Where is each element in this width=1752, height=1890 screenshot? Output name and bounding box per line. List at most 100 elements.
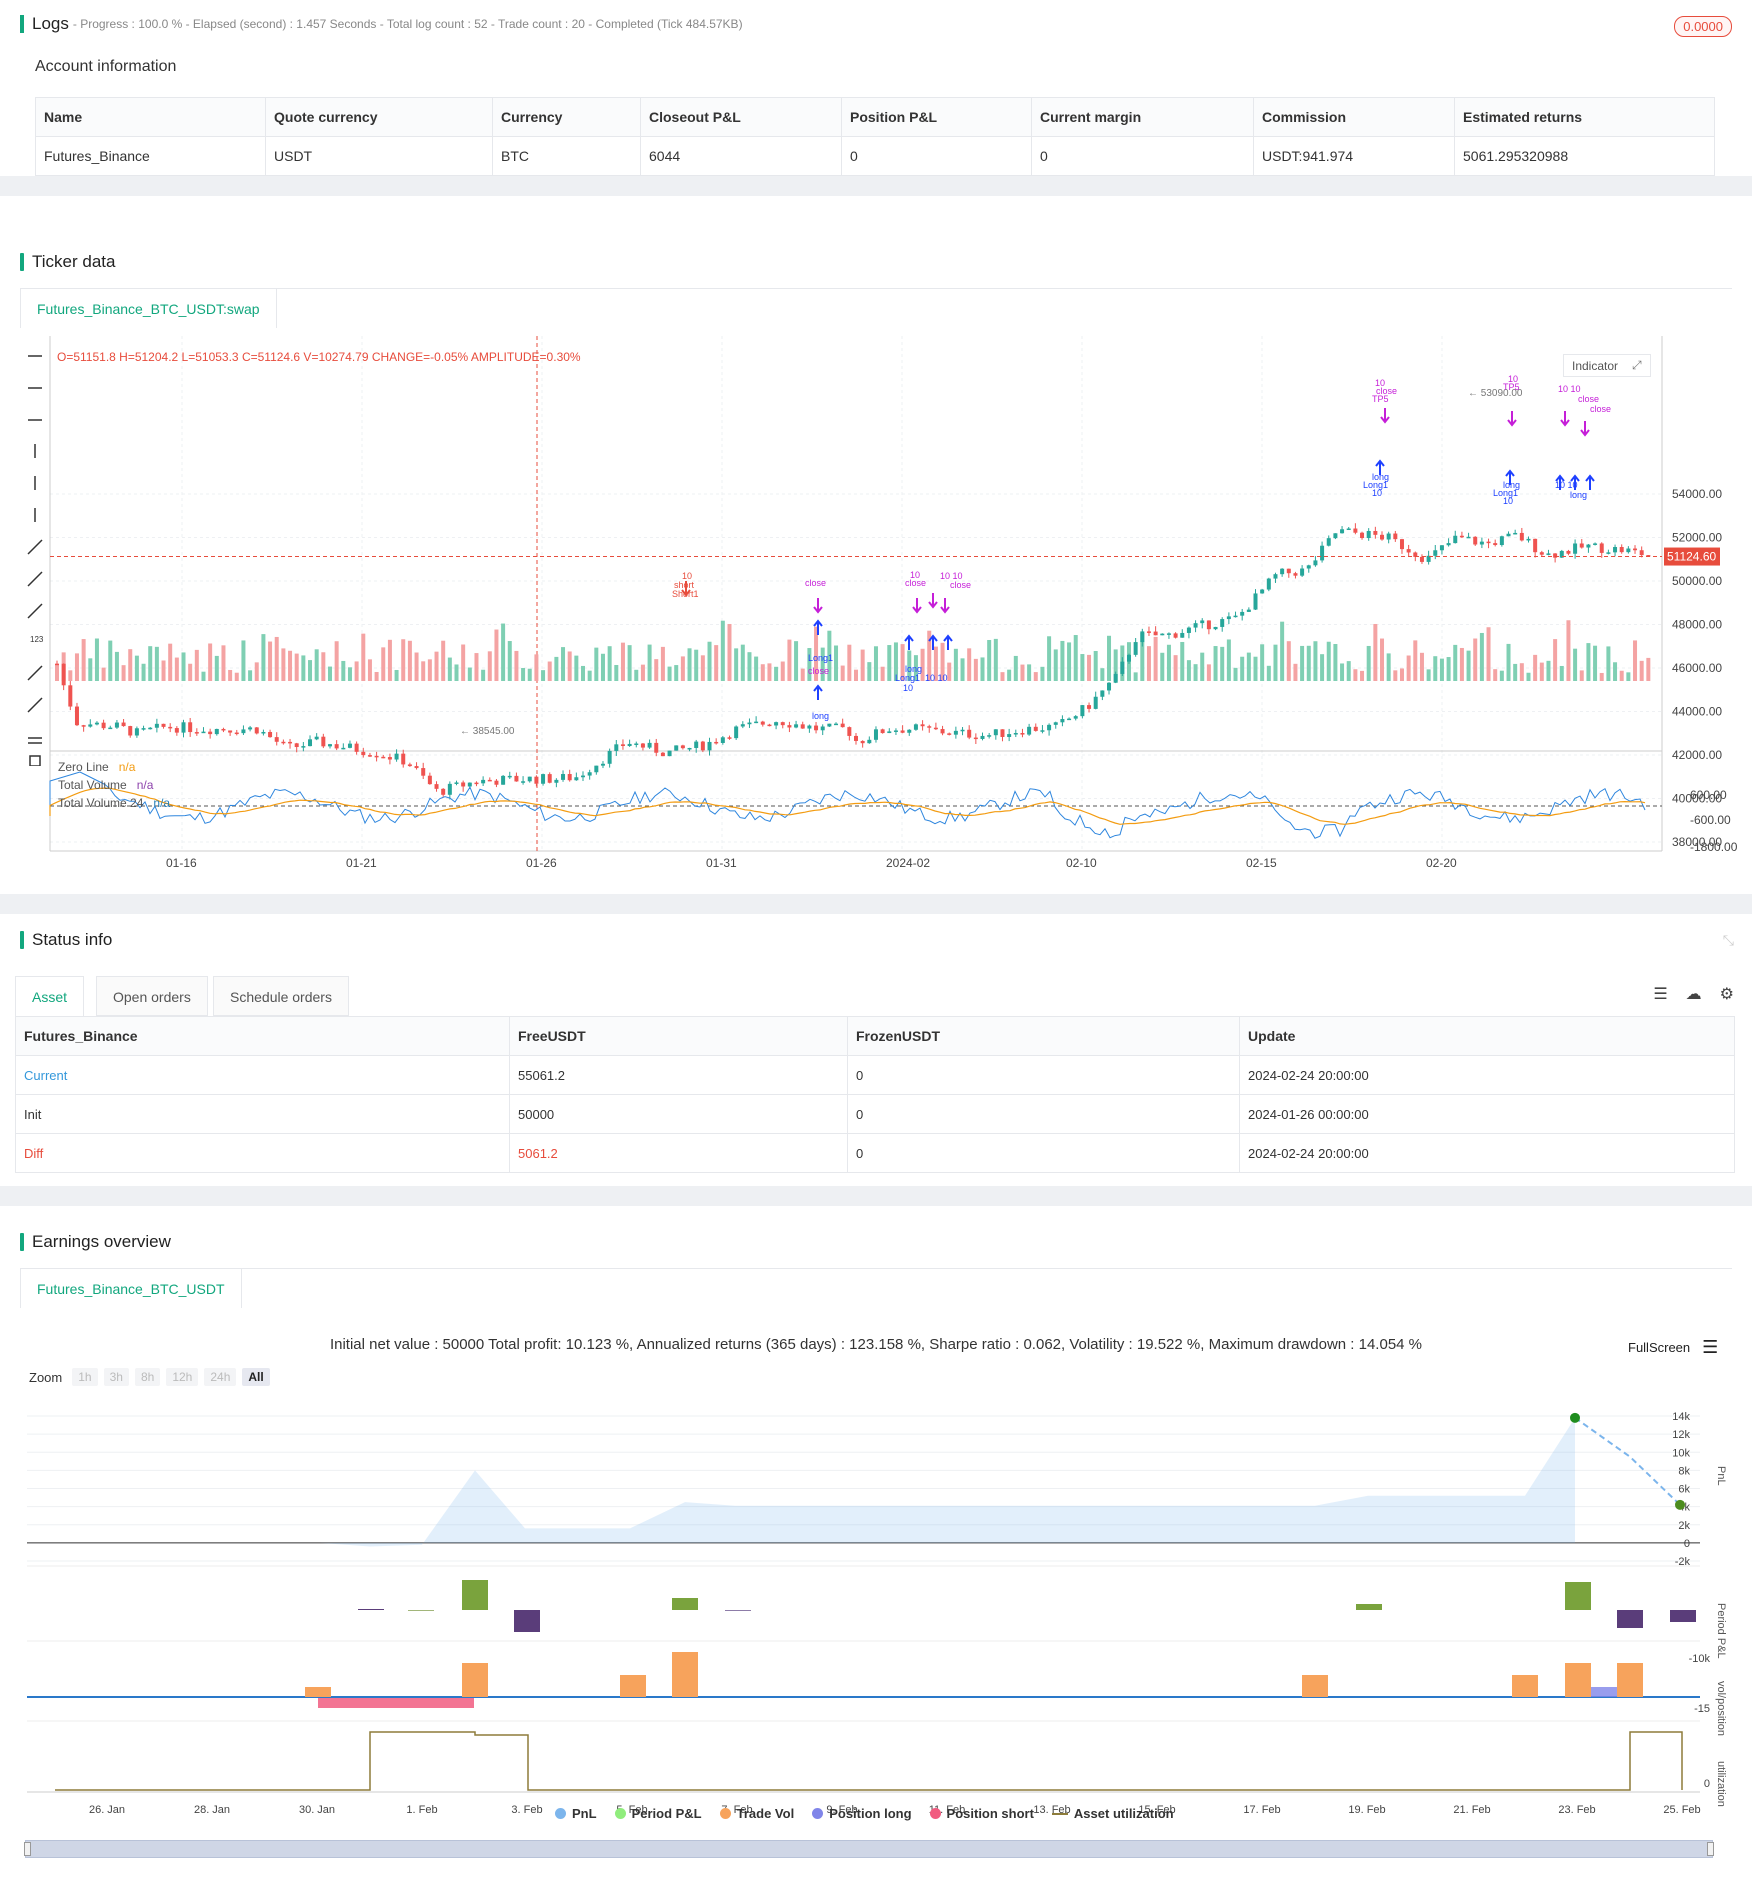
- volume-bar: [947, 662, 952, 681]
- volume-bar: [1166, 644, 1171, 681]
- ticker-title: Ticker data: [32, 252, 116, 271]
- tab-schedule-orders[interactable]: Schedule orders: [213, 976, 349, 1016]
- collapse-icon[interactable]: ⤡: [1722, 932, 1734, 948]
- menu-icon[interactable]: ☰: [1702, 1337, 1719, 1357]
- volume-bar: [1519, 663, 1524, 681]
- marker-head: [1585, 474, 1595, 482]
- trade-vol-bar: [305, 1687, 331, 1697]
- fullscreen-button[interactable]: FullScreen ☰: [1628, 1337, 1718, 1358]
- osc-tick: 600.00: [1690, 788, 1727, 802]
- expand-icon[interactable]: ⤢: [1632, 358, 1642, 372]
- short-marker: [1507, 411, 1517, 427]
- trade-label: close: [1578, 394, 1599, 404]
- legend-trade-vol[interactable]: Trade Vol: [719, 1806, 794, 1821]
- pnl-end-point: [1675, 1499, 1685, 1510]
- long-marker: [1585, 474, 1595, 490]
- volume-bar: [1173, 655, 1178, 681]
- candle-body: [1160, 633, 1165, 636]
- pnl-area: [55, 1417, 1575, 1547]
- volume-bar: [1180, 641, 1185, 681]
- candle-body: [794, 724, 799, 728]
- candle-body: [414, 766, 419, 769]
- volume-bar: [188, 663, 193, 681]
- candle-body: [1266, 578, 1271, 590]
- candle-body: [1360, 532, 1365, 539]
- time-tick: 15. Feb: [1138, 1804, 1175, 1816]
- candle-body: [1466, 536, 1471, 539]
- price-chart[interactable]: 54000.00 52000.00 50000.00 48000.00 46000.00…: [0, 336, 1752, 896]
- tab-earnings-symbol[interactable]: Futures_Binance_BTC_USDT: [20, 1268, 242, 1308]
- volume-bar: [774, 666, 779, 681]
- scrollbar-handle-left[interactable]: [24, 1842, 31, 1856]
- cloud-download-icon[interactable]: ☁: [1685, 986, 1702, 1003]
- legend-period-pnl[interactable]: Period P&L: [614, 1806, 702, 1821]
- time-tick: 19. Feb: [1348, 1804, 1385, 1816]
- candle-body: [1033, 726, 1038, 731]
- candle-body: [261, 731, 266, 734]
- time-tick: 30. Jan: [299, 1804, 335, 1816]
- navigator-scrollbar[interactable]: [24, 1840, 1714, 1858]
- volume-bar: [840, 665, 845, 681]
- marker-head: [1570, 474, 1580, 482]
- tab-asset[interactable]: Asset: [15, 976, 85, 1016]
- candle-body: [148, 727, 153, 730]
- candle-body: [1493, 543, 1498, 546]
- legend-dot: [812, 1808, 824, 1819]
- zoom-1h[interactable]: 1h: [72, 1368, 98, 1386]
- volume-bar: [614, 664, 619, 681]
- legend-total-volume-24: Total Volume 24 n/a: [58, 794, 170, 812]
- list-icon[interactable]: ☰: [1653, 986, 1668, 1003]
- volume-bar: [1193, 664, 1198, 681]
- volume-bar: [148, 646, 153, 681]
- legend-asset-utilization[interactable]: Asset utilization: [1051, 1806, 1174, 1821]
- axis-name: utilization: [1715, 1761, 1727, 1807]
- tab-open-orders[interactable]: Open orders: [96, 976, 208, 1016]
- volume-bar: [461, 644, 466, 681]
- candle-body: [1340, 529, 1345, 534]
- candle-body: [1073, 716, 1078, 719]
- candle-body: [208, 731, 213, 735]
- trade-label: close: [905, 578, 926, 588]
- drawing-tools-icons[interactable]: 123: [24, 346, 46, 767]
- legend-position-short[interactable]: Position short: [929, 1806, 1034, 1821]
- legend-label: Position short: [946, 1806, 1034, 1821]
- account-header-row: Name Quote currency Currency Closeout P&…: [35, 97, 1715, 137]
- zoom-24h[interactable]: 24h: [204, 1368, 237, 1386]
- volume-bar: [1373, 623, 1378, 681]
- zoom-8h[interactable]: 8h: [134, 1368, 161, 1386]
- candle-body: [1526, 538, 1531, 541]
- legend-position-long[interactable]: Position long: [812, 1806, 912, 1821]
- zoom-3h[interactable]: 3h: [103, 1368, 129, 1386]
- gear-icon[interactable]: ⚙: [1719, 986, 1734, 1003]
- volume-bar: [527, 668, 532, 681]
- volume-bar: [427, 659, 432, 681]
- candle-body: [880, 729, 885, 734]
- candle-body: [834, 723, 839, 726]
- zoom-bar: Zoom 1h 3h 8h 12h 24h All: [29, 1368, 276, 1386]
- earnings-panel: Earnings overview Futures_Binance_BTC_US…: [0, 1206, 1752, 1890]
- volume-bar: [927, 630, 932, 681]
- tab-ticker-symbol[interactable]: Futures_Binance_BTC_USDT:swap: [20, 288, 277, 328]
- volume-bar: [1360, 670, 1365, 681]
- candle-body: [1399, 539, 1404, 550]
- candle-body: [188, 722, 193, 733]
- section-marker: [20, 931, 24, 949]
- candle-body: [907, 729, 912, 733]
- legend-pnl[interactable]: PnL: [555, 1806, 597, 1821]
- total-volume-line: [49, 787, 1646, 825]
- zoom-all[interactable]: All: [242, 1368, 270, 1386]
- marker-head: [813, 684, 823, 692]
- cell-update: 2024-02-24 20:00:00: [1239, 1133, 1735, 1173]
- volume-bar: [347, 667, 352, 681]
- trade-label: 10: [910, 570, 920, 580]
- osc-tick: -600.00: [1690, 813, 1731, 827]
- indicator-button[interactable]: Indicator ⤢: [1563, 354, 1651, 377]
- legend-label: Asset utilization: [1073, 1806, 1174, 1821]
- zoom-12h[interactable]: 12h: [166, 1368, 199, 1386]
- volume-bar: [887, 645, 892, 681]
- candle-body: [1093, 696, 1098, 709]
- scrollbar-handle-right[interactable]: [1707, 1842, 1714, 1856]
- volume-bar: [1220, 646, 1225, 681]
- pnl-peak-point: [1570, 1412, 1580, 1423]
